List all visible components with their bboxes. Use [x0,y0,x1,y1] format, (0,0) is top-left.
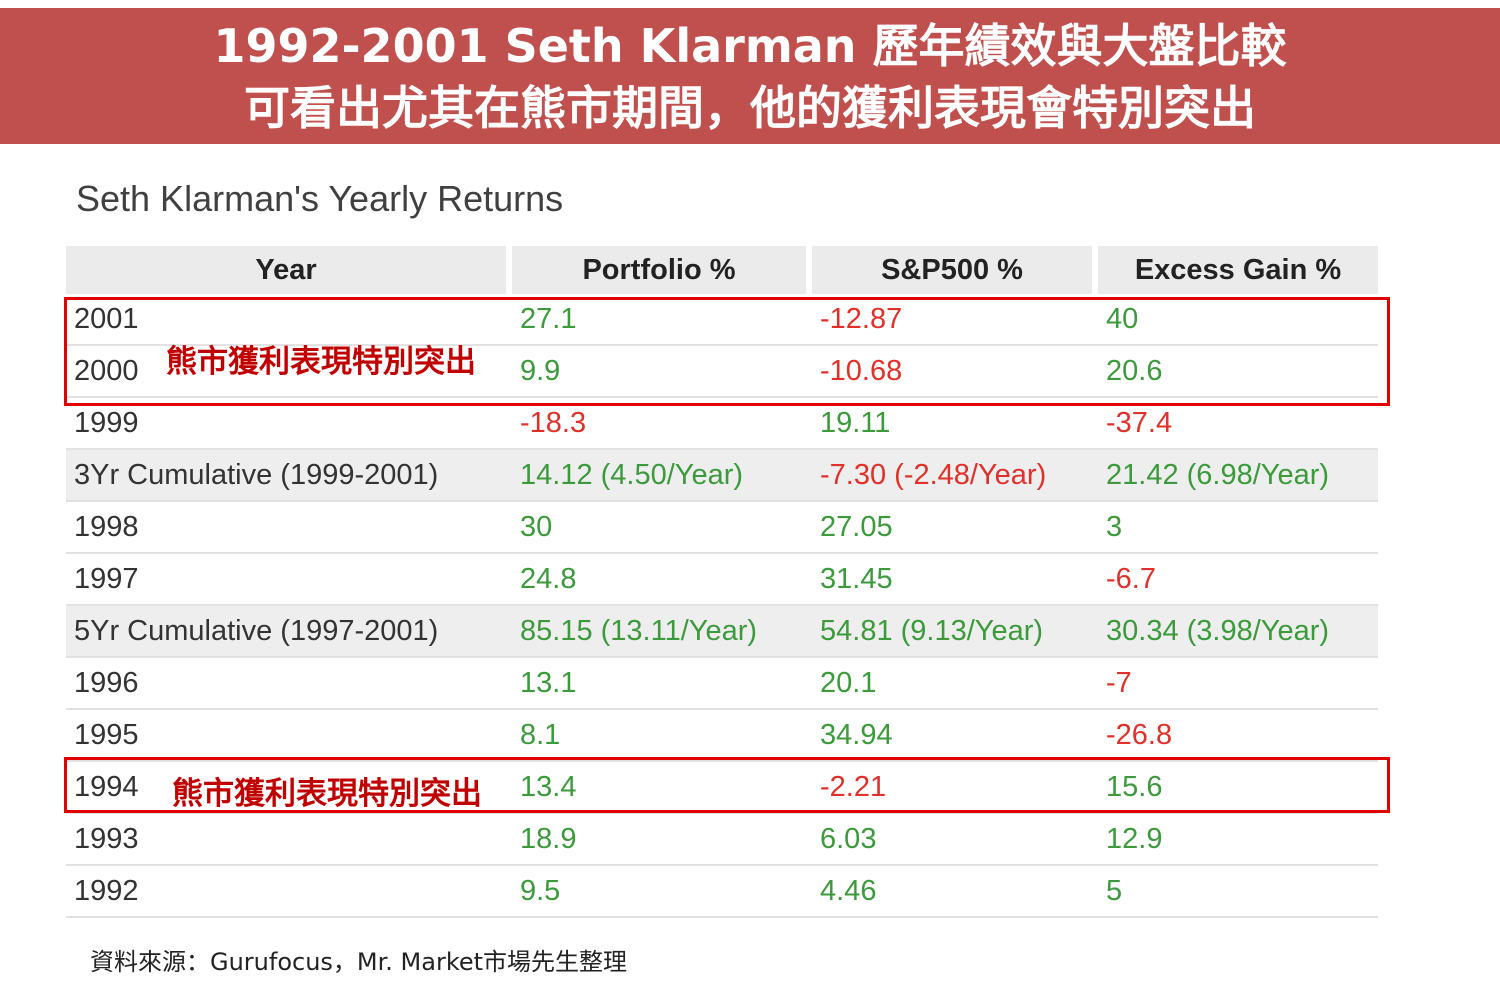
cell-excess-gain: 21.42 (6.98/Year) [1098,450,1378,502]
cell-portfolio: -18.3 [512,398,812,450]
cell-excess-gain: 12.9 [1098,814,1378,866]
cell-sp500: -2.21 [812,762,1098,814]
cell-portfolio: 27.1 [512,294,812,346]
highlight-box-1994 [64,757,1390,813]
cell-sp500: 27.05 [812,502,1098,554]
table-row: 2001 27.1 -12.87 40 [66,294,1378,346]
table-row: 3Yr Cumulative (1999-2001) 14.12 (4.50/Ye… [66,450,1378,502]
header-portfolio: Portfolio % [512,246,812,294]
cell-excess-gain: -7 [1098,658,1378,710]
cell-year: 1999 [66,398,512,450]
cell-excess-gain: 5 [1098,866,1378,918]
cell-sp500: -10.68 [812,346,1098,398]
cell-sp500: 19.11 [812,398,1098,450]
cell-excess-gain: -26.8 [1098,710,1378,762]
cell-sp500: -7.30 (-2.48/Year) [812,450,1098,502]
cell-sp500: 34.94 [812,710,1098,762]
header-sp500: S&P500 % [812,246,1098,294]
banner-title: 1992-2001 Seth Klarman 歷年績效與大盤比較 [213,19,1287,73]
banner-subtitle: 可看出尤其在熊市期間，他的獲利表現會特別突出 [244,81,1256,135]
cell-excess-gain: -6.7 [1098,554,1378,606]
cell-portfolio: 8.1 [512,710,812,762]
title-banner: 1992-2001 Seth Klarman 歷年績效與大盤比較 可看出尤其在熊… [0,8,1500,144]
cell-portfolio: 9.5 [512,866,812,918]
cell-portfolio: 13.4 [512,762,812,814]
table-row: 1993 18.9 6.03 12.9 [66,814,1378,866]
cell-year: 3Yr Cumulative (1999-2001) [66,450,512,502]
cell-year: 1995 [66,710,512,762]
cell-year: 1997 [66,554,512,606]
table-title: Seth Klarman's Yearly Returns [76,178,564,219]
cell-sp500: -12.87 [812,294,1098,346]
cell-sp500: 31.45 [812,554,1098,606]
cell-year: 1992 [66,866,512,918]
cell-sp500: 4.46 [812,866,1098,918]
cell-year: 2000 [66,346,512,398]
highlight-box-2000-2001 [64,297,1390,406]
callout-label-2000-2001: 熊市獲利表現特別突出 [166,344,476,380]
cell-year: 2001 [66,294,512,346]
table-row: 2000 9.9 -10.68 20.6 [66,346,1378,398]
cell-year: 1993 [66,814,512,866]
header-excess-gain: Excess Gain % [1098,246,1378,294]
cell-portfolio: 14.12 (4.50/Year) [512,450,812,502]
table-row: 1992 9.5 4.46 5 [66,866,1378,918]
cell-portfolio: 24.8 [512,554,812,606]
cell-year: 5Yr Cumulative (1997-2001) [66,606,512,658]
source-note: 資料來源：Gurufocus，Mr. Market市場先生整理 [90,948,628,976]
cell-year: 1996 [66,658,512,710]
yearly-returns-table: Year Portfolio % S&P500 % Excess Gain % … [66,246,1378,918]
cell-excess-gain: 20.6 [1098,346,1378,398]
table-row: 1994 13.4 -2.21 15.6 [66,762,1378,814]
table-row: 1998 30 27.05 3 [66,502,1378,554]
table-body: 2001 27.1 -12.87 40 2000 9.9 -10.68 20.6 1999 -18… [66,294,1378,918]
table-row: 5Yr Cumulative (1997-2001) 85.15 (13.11/Y… [66,606,1378,658]
table-row: 1997 24.8 31.45 -6.7 [66,554,1378,606]
cell-year: 1994 [66,762,512,814]
cell-excess-gain: 40 [1098,294,1378,346]
cell-portfolio: 30 [512,502,812,554]
table-row: 1996 13.1 20.1 -7 [66,658,1378,710]
cell-excess-gain: 3 [1098,502,1378,554]
cell-excess-gain: 30.34 (3.98/Year) [1098,606,1378,658]
table-row: 1999 -18.3 19.11 -37.4 [66,398,1378,450]
cell-sp500: 54.81 (9.13/Year) [812,606,1098,658]
cell-portfolio: 13.1 [512,658,812,710]
cell-portfolio: 85.15 (13.11/Year) [512,606,812,658]
table-row: 1995 8.1 34.94 -26.8 [66,710,1378,762]
cell-sp500: 20.1 [812,658,1098,710]
cell-portfolio: 18.9 [512,814,812,866]
cell-sp500: 6.03 [812,814,1098,866]
cell-portfolio: 9.9 [512,346,812,398]
callout-label-1994: 熊市獲利表現特別突出 [172,776,482,812]
cell-excess-gain: -37.4 [1098,398,1378,450]
cell-year: 1998 [66,502,512,554]
header-year: Year [66,246,512,294]
cell-excess-gain: 15.6 [1098,762,1378,814]
table-header-row: Year Portfolio % S&P500 % Excess Gain % [66,246,1378,294]
